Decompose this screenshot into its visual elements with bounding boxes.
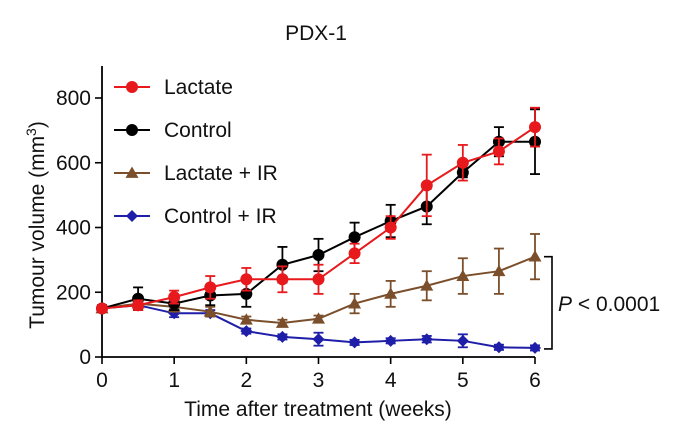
- axes: 0 1 2 3 4 5 6 0 200 400 600 800: [56, 66, 541, 392]
- legend-label: Control: [164, 119, 232, 142]
- data-point: [456, 334, 469, 347]
- significance-annotation: P < 0.0001: [544, 255, 660, 350]
- data-point: [240, 273, 253, 286]
- data-point: [312, 249, 325, 262]
- legend-item: Lactate + IR: [114, 162, 278, 185]
- data-point: [203, 305, 217, 317]
- data-point: [312, 273, 325, 286]
- legend-marker: [126, 210, 138, 222]
- legend-marker: [126, 81, 138, 93]
- data-point: [456, 156, 469, 169]
- legend-label: Lactate + IR: [164, 162, 278, 185]
- legend-marker: [126, 124, 138, 136]
- legend-marker: [125, 166, 139, 178]
- x-tick-label: 5: [457, 369, 469, 392]
- data-point: [348, 247, 361, 260]
- data-point: [239, 313, 253, 325]
- data-point: [240, 325, 253, 338]
- legend-label: Control + IR: [164, 205, 277, 228]
- data-point: [384, 334, 397, 347]
- data-point: [132, 299, 145, 312]
- significance-bracket: [544, 255, 553, 350]
- data-point: [492, 264, 506, 277]
- data-point: [348, 231, 361, 244]
- data-point: [384, 287, 398, 299]
- x-tick-label: 2: [240, 369, 252, 392]
- y-tick-label: 0: [79, 346, 91, 369]
- legend-item: Control: [114, 119, 232, 142]
- y-axis-label-superscript: 3: [23, 128, 39, 136]
- data-point: [96, 302, 108, 315]
- y-tick-label: 600: [56, 152, 91, 175]
- data-point: [276, 273, 289, 286]
- data-point: [384, 221, 397, 234]
- data-point: [276, 258, 289, 271]
- data-point: [492, 145, 505, 158]
- data-point: [204, 281, 217, 294]
- x-tick-label: 0: [96, 369, 108, 392]
- legend-item: Lactate: [114, 76, 233, 99]
- data-point: [348, 336, 361, 349]
- data-point: [168, 291, 181, 304]
- y-axis-label-close: ): [26, 121, 49, 128]
- y-tick-label: 400: [56, 217, 91, 240]
- x-tick-label: 1: [168, 369, 180, 392]
- data-point: [276, 330, 289, 343]
- data-point: [420, 279, 434, 291]
- p-value-label: P < 0.0001: [558, 293, 660, 316]
- data-point: [420, 333, 433, 346]
- data-point: [456, 269, 470, 281]
- x-axis-label: Time after treatment (weeks): [184, 398, 452, 421]
- y-tick-label: 200: [56, 281, 91, 304]
- data-point: [492, 341, 505, 354]
- legend-item: Control + IR: [114, 205, 277, 228]
- legend: Lactate Control Lactate + IR Control + IR: [114, 76, 278, 228]
- x-tick-label: 6: [529, 369, 541, 392]
- data-point: [529, 341, 541, 354]
- legend-label: Lactate: [164, 76, 233, 99]
- data-point: [312, 312, 325, 324]
- data-point: [529, 121, 541, 134]
- data-point: [528, 250, 542, 262]
- series-control-ir: [96, 299, 541, 354]
- data-point: [312, 333, 325, 346]
- series-lactate: [96, 106, 541, 315]
- x-tick-label: 4: [385, 369, 397, 392]
- x-tick-label: 3: [313, 369, 325, 392]
- chart-title: PDX-1: [285, 22, 347, 45]
- y-axis-label: Tumour volume (mm3): [23, 121, 49, 329]
- p-value-rest: < 0.0001: [572, 293, 660, 316]
- plot-area: [95, 106, 542, 354]
- data-point: [275, 316, 289, 328]
- p-value-italic: P: [558, 293, 572, 316]
- data-point: [420, 179, 433, 192]
- data-point: [348, 297, 362, 309]
- y-tick-label: 800: [56, 87, 91, 110]
- y-axis-label-main: Tumour volume (mm: [26, 136, 49, 329]
